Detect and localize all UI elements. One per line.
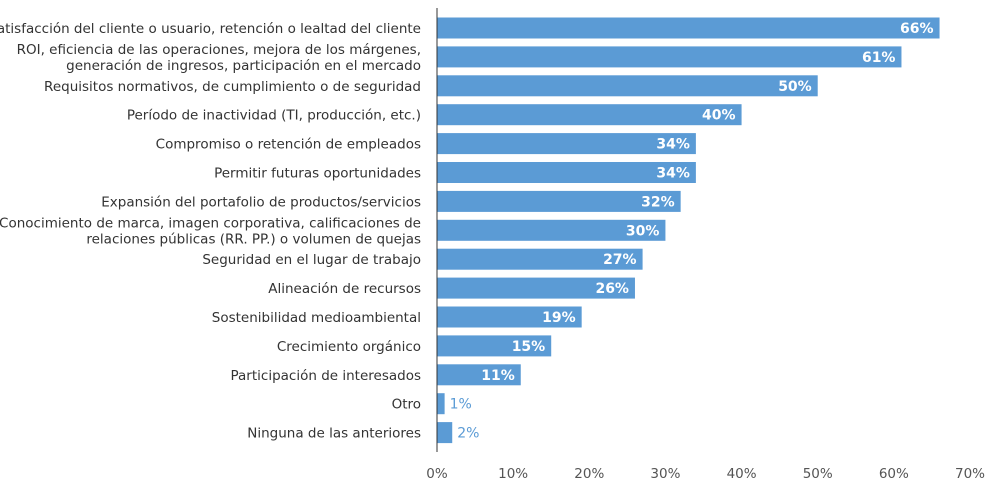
category-label-line: Permitir futuras oportunidades bbox=[214, 166, 421, 182]
bar bbox=[437, 422, 453, 444]
x-tick-label: 50% bbox=[803, 466, 833, 482]
category-label: Satisfacción del cliente o usuario, rete… bbox=[0, 21, 421, 37]
category-label-line: Otro bbox=[392, 397, 421, 413]
category-label: Permitir futuras oportunidades bbox=[214, 166, 421, 182]
category-label-line: ROI, eficiencia de las operaciones, mejo… bbox=[17, 42, 421, 58]
bar bbox=[437, 306, 582, 328]
category-label: ROI, eficiencia de las operaciones, mejo… bbox=[17, 42, 421, 74]
data-label: 34% bbox=[656, 137, 690, 153]
data-label: 1% bbox=[450, 397, 472, 413]
x-tick-label: 30% bbox=[650, 466, 680, 482]
data-label: 40% bbox=[702, 108, 736, 124]
bar bbox=[437, 335, 552, 357]
x-tick-label: 10% bbox=[498, 466, 528, 482]
category-label-line: Crecimiento orgánico bbox=[277, 339, 421, 355]
x-tick-label: 40% bbox=[727, 466, 757, 482]
data-label: 26% bbox=[595, 281, 629, 297]
data-label: 61% bbox=[862, 50, 896, 66]
bar bbox=[437, 393, 445, 415]
category-label: Otro bbox=[392, 397, 421, 413]
category-label: Período de inactividad (TI, producción, … bbox=[127, 108, 421, 124]
category-label-line: Conocimiento de marca, imagen corporativ… bbox=[0, 215, 421, 231]
x-tick-label: 60% bbox=[879, 466, 909, 482]
data-label: 19% bbox=[542, 310, 576, 326]
bars-group: 66%61% 50% 40% 34% 34% 32% 30% 27% 26% 19% 15% 11% 1… bbox=[437, 17, 940, 444]
category-label-line: Período de inactividad (TI, producción, … bbox=[127, 108, 421, 124]
x-tick-label: 0% bbox=[426, 466, 448, 482]
data-label: 30% bbox=[626, 223, 660, 239]
bar bbox=[437, 133, 696, 155]
data-label: 2% bbox=[457, 426, 479, 442]
category-labels-group: Satisfacción del cliente o usuario, rete… bbox=[0, 21, 421, 442]
category-label: Compromiso o retención de empleados bbox=[156, 137, 421, 153]
category-label-line: Participación de interesados bbox=[231, 368, 422, 384]
bar bbox=[437, 104, 742, 126]
x-tick-label: 70% bbox=[955, 466, 985, 482]
bar bbox=[437, 219, 666, 241]
category-label-line: Requisitos normativos, de cumplimiento o… bbox=[44, 79, 421, 95]
bar bbox=[437, 364, 521, 386]
category-label-line: Compromiso o retención de empleados bbox=[156, 137, 421, 153]
category-label: Ninguna de las anteriores bbox=[247, 426, 421, 442]
data-label: 32% bbox=[641, 194, 675, 210]
category-label: Participación de interesados bbox=[231, 368, 422, 384]
x-axis-ticks-group: 0% 10% 20% 30% 40% 50% 60% 70% bbox=[426, 466, 985, 482]
bar bbox=[437, 75, 818, 97]
category-label: Conocimiento de marca, imagen corporativ… bbox=[0, 215, 421, 247]
category-label: Seguridad en el lugar de trabajo bbox=[202, 252, 421, 268]
category-label-line: Sostenibilidad medioambiental bbox=[212, 310, 421, 326]
category-label: Crecimiento orgánico bbox=[277, 339, 421, 355]
bar bbox=[437, 277, 635, 299]
bar bbox=[437, 248, 643, 270]
category-label: Alineación de recursos bbox=[268, 281, 421, 297]
category-label-line: Alineación de recursos bbox=[268, 281, 421, 297]
category-label: Requisitos normativos, de cumplimiento o… bbox=[44, 79, 421, 95]
data-label: 50% bbox=[778, 79, 812, 95]
data-label: 27% bbox=[603, 252, 637, 268]
data-label: 15% bbox=[512, 339, 546, 355]
category-label: Expansión del portafolio de productos/se… bbox=[101, 194, 421, 210]
category-label-line: Seguridad en el lugar de trabajo bbox=[202, 252, 421, 268]
category-label-line: generación de ingresos, participación en… bbox=[66, 58, 421, 74]
data-label: 34% bbox=[656, 166, 690, 182]
bar bbox=[437, 190, 681, 212]
category-label-line: relaciones públicas (RR. PP.) o volumen … bbox=[86, 231, 421, 247]
category-label-line: Ninguna de las anteriores bbox=[247, 426, 421, 442]
category-label: Sostenibilidad medioambiental bbox=[212, 310, 421, 326]
category-label-line: Expansión del portafolio de productos/se… bbox=[101, 194, 421, 210]
category-label-line: Satisfacción del cliente o usuario, rete… bbox=[0, 21, 421, 37]
bar bbox=[437, 17, 940, 39]
x-tick-label: 20% bbox=[574, 466, 604, 482]
data-label: 11% bbox=[481, 368, 515, 384]
data-label: 66% bbox=[900, 21, 934, 37]
bar bbox=[437, 46, 902, 68]
bar bbox=[437, 162, 696, 183]
